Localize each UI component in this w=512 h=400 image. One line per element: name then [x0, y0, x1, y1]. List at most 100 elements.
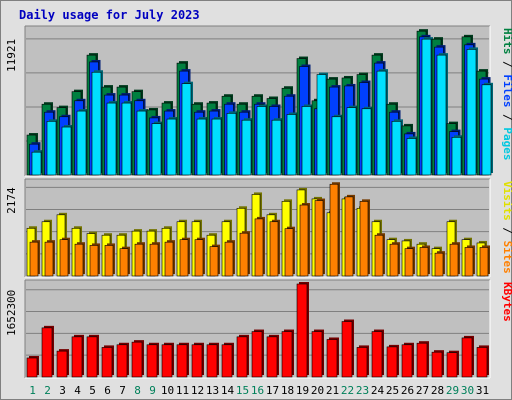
x-tick-label-day-21: 21 [326, 384, 339, 397]
bar-sites-day-24 [374, 234, 384, 277]
bar-kbytes-day-30 [461, 337, 473, 378]
bar-sites-day-3 [59, 239, 69, 277]
x-tick-label-day-12: 12 [191, 384, 204, 397]
bar-pages-day-28 [436, 54, 447, 176]
bar-pages-day-20 [316, 74, 327, 176]
bar-pages-day-8 [136, 110, 147, 176]
bar-sites-day-12 [194, 239, 204, 277]
bar-kbytes-day-9 [146, 344, 158, 378]
series-label-visits: Visits [501, 181, 512, 221]
x-tick-label-day-19: 19 [296, 384, 309, 397]
bar-sites-day-4 [74, 243, 84, 277]
label-separator: / [501, 55, 512, 75]
bar-sites-day-11 [179, 239, 189, 277]
bar-sites-day-5 [89, 245, 99, 277]
bar-kbytes-day-4 [71, 336, 83, 378]
bar-pages-day-6 [106, 102, 117, 176]
bar-pages-day-24 [376, 70, 387, 176]
bar-pages-day-10 [166, 118, 177, 176]
bar-kbytes-day-10 [161, 344, 173, 378]
panel-2-series-label: Visits / Sites [501, 181, 512, 274]
bar-pages-day-19 [301, 106, 312, 176]
bar-sites-day-14 [224, 241, 234, 277]
bar-sites-day-18 [284, 228, 294, 277]
bar-pages-day-31 [481, 84, 492, 176]
x-tick-label-day-3: 3 [59, 384, 66, 397]
series-label-pages: Pages [501, 127, 512, 160]
bar-kbytes-day-11 [176, 344, 188, 378]
bar-sites-day-10 [164, 241, 174, 277]
bar-pages-day-1 [31, 151, 42, 176]
x-tick-label-day-20: 20 [311, 384, 324, 397]
bar-kbytes-day-16 [251, 331, 263, 378]
panel-3-y-tick-label: 1652300 [5, 290, 18, 336]
bar-sites-day-30 [464, 247, 474, 277]
bar-sites-day-23 [359, 201, 369, 277]
bar-kbytes-day-19 [296, 283, 308, 378]
bar-pages-day-16 [256, 106, 267, 176]
bar-kbytes-day-18 [281, 331, 293, 378]
x-tick-label-day-7: 7 [119, 384, 126, 397]
bar-kbytes-day-24 [371, 331, 383, 378]
series-label-kbytes: KBytes [501, 282, 512, 322]
bar-sites-day-31 [479, 247, 489, 277]
bar-kbytes-day-20 [311, 331, 323, 378]
bar-kbytes-day-12 [191, 344, 203, 378]
bar-sites-day-29 [449, 243, 459, 277]
x-tick-label-day-6: 6 [104, 384, 111, 397]
bar-kbytes-day-23 [356, 347, 368, 378]
bar-pages-day-2 [46, 121, 57, 176]
bar-sites-day-1 [29, 241, 39, 277]
bar-kbytes-day-5 [86, 336, 98, 378]
series-label-files: Files [501, 74, 512, 107]
bar-pages-day-3 [61, 126, 72, 176]
bar-pages-day-18 [286, 114, 297, 176]
x-tick-label-day-14: 14 [221, 384, 235, 397]
bar-kbytes-day-31 [476, 347, 488, 378]
x-tick-label-day-26: 26 [401, 384, 414, 397]
bar-pages-day-14 [226, 113, 237, 176]
bar-pages-day-29 [451, 137, 462, 176]
bar-kbytes-day-26 [401, 344, 413, 378]
x-tick-label-day-16: 16 [251, 384, 264, 397]
bar-kbytes-day-29 [446, 352, 458, 378]
bar-kbytes-day-8 [131, 341, 143, 378]
x-tick-label-day-28: 28 [431, 384, 444, 397]
x-tick-label-day-5: 5 [89, 384, 96, 397]
bar-kbytes-day-1 [26, 357, 38, 378]
bar-sites-day-26 [404, 248, 414, 277]
x-tick-label-day-15: 15 [236, 384, 249, 397]
bar-sites-day-22 [344, 196, 354, 277]
bar-pages-day-11 [181, 83, 192, 176]
bar-pages-day-23 [361, 108, 372, 176]
x-tick-label-day-1: 1 [29, 384, 36, 397]
panel-1-series-label: Hits / Files / Pages [501, 28, 512, 161]
bar-kbytes-day-6 [101, 347, 113, 378]
bar-pages-day-13 [211, 118, 222, 176]
bar-pages-day-5 [91, 71, 102, 176]
x-tick-label-day-24: 24 [371, 384, 385, 397]
bar-kbytes-day-2 [41, 327, 53, 378]
bar-sites-day-15 [239, 232, 249, 277]
x-tick-label-day-23: 23 [356, 384, 369, 397]
x-tick-label-day-25: 25 [386, 384, 399, 397]
x-tick-label-day-17: 17 [266, 384, 279, 397]
x-tick-label-day-9: 9 [149, 384, 156, 397]
bar-pages-day-26 [406, 138, 417, 176]
x-tick-label-day-10: 10 [161, 384, 174, 397]
bar-sites-day-16 [254, 218, 264, 277]
bar-kbytes-day-22 [341, 321, 353, 378]
bar-pages-day-17 [271, 119, 282, 176]
x-tick-label-day-27: 27 [416, 384, 429, 397]
x-tick-label-day-2: 2 [44, 384, 51, 397]
panel-3-series-label: KBytes [501, 282, 512, 322]
bar-sites-day-27 [419, 247, 429, 277]
bar-sites-day-7 [119, 248, 129, 277]
bar-kbytes-day-7 [116, 344, 128, 378]
bar-sites-day-17 [269, 221, 279, 277]
bar-pages-day-22 [346, 107, 357, 176]
x-tick-label-day-4: 4 [74, 384, 81, 397]
bar-kbytes-day-14 [221, 344, 233, 378]
x-tick-label-day-18: 18 [281, 384, 294, 397]
bar-kbytes-day-13 [206, 344, 218, 378]
